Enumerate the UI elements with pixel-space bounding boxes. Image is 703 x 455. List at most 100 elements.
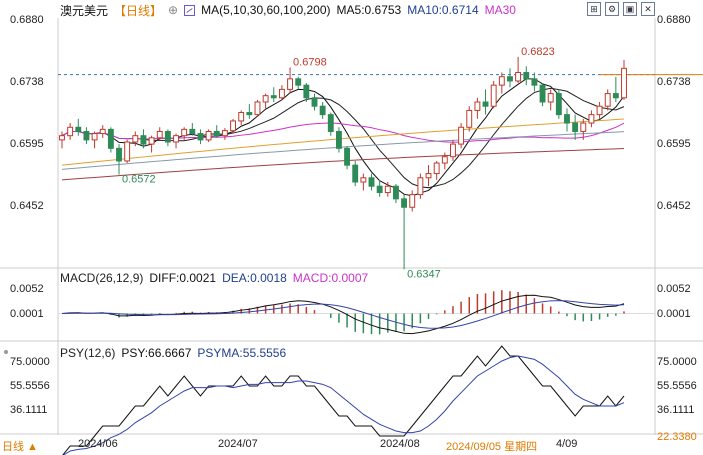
candle [392, 184, 399, 204]
ma5-value: MA5:0.6753 [336, 3, 402, 17]
psy-left-tick-3: 36.1111 [10, 404, 48, 416]
macd-params: MACD(26,12,9) [60, 271, 144, 285]
psyma-value: PSYMA:55.5556 [197, 346, 287, 360]
symbol-name: 澳元美元 [60, 3, 109, 18]
right-axis-tick-2: 0.6738 [657, 76, 691, 88]
candle [376, 179, 383, 197]
candle [335, 127, 342, 153]
psy-right-tick-2: 55.5556 [657, 380, 697, 392]
candle [490, 80, 497, 109]
candle [482, 89, 489, 115]
candle-body [148, 137, 155, 145]
candle-body [458, 126, 465, 145]
candle [205, 129, 212, 142]
psy-value: PSY:66.6667 [121, 346, 192, 360]
candle [75, 118, 82, 136]
candle [588, 110, 595, 128]
candle-body [246, 112, 253, 116]
candle-body [254, 101, 261, 116]
candle [181, 127, 188, 140]
candle [278, 85, 285, 100]
candle-body [604, 93, 611, 107]
candle-body [596, 105, 603, 116]
candle-body [238, 112, 245, 122]
candle-body [474, 101, 481, 111]
candle-body [376, 185, 383, 194]
candle-body [401, 198, 408, 208]
moving-averages [61, 78, 625, 197]
left-axis-tick-4: 0.6452 [10, 200, 44, 212]
candle [311, 93, 318, 111]
candle [189, 123, 196, 136]
candle-body [588, 114, 595, 124]
candle [124, 139, 131, 164]
candle-body [507, 76, 513, 82]
x-label-aug: 2024/08 [380, 438, 420, 450]
candle-body [621, 67, 627, 99]
psy-title: PSY(12,6) PSY:66.6667 PSYMA:55.5556 [60, 346, 286, 360]
chart-frame [0, 18, 703, 435]
candle [173, 133, 179, 149]
candle [507, 68, 513, 88]
candle [596, 102, 603, 119]
panel-resize-handle[interactable] [4, 350, 8, 354]
period-switch-button[interactable]: 日线 ▲ [2, 441, 38, 453]
main-title: 澳元美元 【日线】 ⊕ MA(5,10,30,60,100,200) MA5:0… [60, 2, 516, 18]
candle [425, 165, 432, 187]
ma100-line [61, 131, 625, 170]
psy-params: PSY(12,6) [60, 346, 116, 360]
candle-body [270, 95, 277, 99]
candle [458, 123, 465, 149]
candle [327, 112, 334, 136]
period-label[interactable]: 【日线】 [114, 3, 163, 18]
ma5-line [61, 78, 625, 197]
close-icon[interactable]: ✕ [641, 2, 655, 16]
candle-body [205, 130, 212, 141]
candle [230, 118, 236, 134]
candle-body [425, 173, 432, 179]
candle [221, 128, 228, 140]
date-cursor-label: 2024/09/05 星期四 [446, 441, 538, 453]
candle-body [213, 130, 220, 137]
candle-body [547, 93, 554, 103]
candle [254, 99, 261, 117]
ma200-line [61, 148, 625, 181]
candle [352, 160, 359, 187]
candle-body [450, 143, 456, 158]
macd-right-tick-2: 0.0001 [657, 308, 691, 320]
expand-icon[interactable]: ⊞ [587, 2, 601, 16]
ma-settings-icon[interactable] [184, 4, 196, 16]
candle [580, 118, 587, 140]
ma10-value: MA10:0.6714 [407, 3, 479, 17]
candle [148, 135, 155, 153]
candle [107, 127, 114, 153]
settings-icon[interactable]: ⚙ [605, 2, 619, 16]
candle [523, 66, 530, 86]
candle-body [555, 93, 562, 116]
candle-body [327, 114, 334, 132]
candle-body [498, 76, 505, 86]
candle-body [466, 109, 473, 128]
candle-body [352, 164, 359, 183]
psyma-line [62, 355, 625, 455]
candle-body [490, 84, 497, 107]
candle [319, 102, 326, 119]
restore-icon[interactable]: ▣ [623, 2, 637, 16]
ma60-line [61, 118, 625, 166]
candle [384, 182, 391, 197]
circle-plus-icon[interactable]: ⊕ [168, 3, 179, 17]
candle-body [515, 72, 522, 82]
candle-body [482, 101, 489, 107]
candle-body [107, 128, 114, 149]
candle-body [392, 185, 399, 200]
ma30-line [61, 122, 625, 143]
candle [197, 129, 204, 145]
candle-body [181, 128, 188, 137]
candle [531, 72, 538, 92]
candle-body [311, 97, 318, 107]
left-axis-tick-2: 0.6738 [10, 76, 44, 88]
right-axis-tick-3: 0.6595 [657, 138, 691, 150]
candle [621, 59, 627, 100]
candle-body [99, 128, 106, 135]
